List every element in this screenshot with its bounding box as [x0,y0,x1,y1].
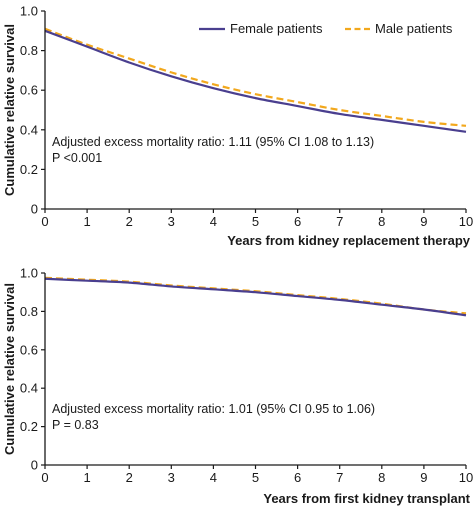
panel-2-y-tick-label: 0 [31,458,38,473]
panel-1-y-axis-label: Cumulative relative survival [2,24,17,196]
panel-1-y-tick-label: 0.8 [20,43,38,58]
panel-1-x-tick-label: 5 [252,214,259,229]
panel-1-annotation-p: P <0.001 [52,151,102,165]
panel-2-x-tick-label: 4 [210,470,217,485]
panel-1-male-line [44,27,467,127]
panel-1-x-tick-label: 0 [41,214,48,229]
panel-1-series [44,27,467,133]
panel-1-y-tick-label: 1.0 [20,4,38,19]
panel-2-x-tick-label: 7 [336,470,343,485]
panel-1-x-tick-label: 10 [459,214,473,229]
panel-2-y-tick-label: 0.2 [20,419,38,434]
panel-1-x-tick-label: 3 [168,214,175,229]
panel-1-x-tick-label: 8 [378,214,385,229]
panel-2-x-tick-label: 6 [294,470,301,485]
panel-2-x-tick-label: 1 [83,470,90,485]
panel-2-x-tick-label: 9 [420,470,427,485]
panel-1-y-tick-label: 0.4 [20,122,38,137]
panel-2-y-tick-label: 1.0 [20,266,38,281]
panel-1-x-tick-label: 7 [336,214,343,229]
panel-1-annotation-ratio: Adjusted excess mortality ratio: 1.11 (9… [52,135,374,149]
panel-2-y-tick-label: 0.8 [20,304,38,319]
panel-2-plot [44,276,467,317]
panel-2-series [44,276,467,317]
legend-female-label: Female patients [230,21,323,36]
panel-1-x-tick-label: 4 [210,214,217,229]
panel-2-x-tick-label: 3 [168,470,175,485]
panel-2-y-tick-label: 0.6 [20,342,38,357]
panel-1-plot [44,27,467,133]
panel-2-y-tick-label: 0.4 [20,381,38,396]
panel-1-x-tick-label: 2 [126,214,133,229]
panel-2-annotation-ratio: Adjusted excess mortality ratio: 1.01 (9… [52,402,375,416]
panel-2: 0 0.2 0.4 0.6 0.8 1.0 0 1 2 3 4 5 6 7 8 9 10 Cumulative… [2,266,473,507]
panel-1-y-tick-label: 0.6 [20,83,38,98]
panel-1-female-line [44,29,467,133]
panel-2-x-tick-label: 10 [459,470,473,485]
panel-2-x-ticks: 0 1 2 3 4 5 6 7 8 9 10 [41,465,473,485]
panel-2-x-tick-label: 8 [378,470,385,485]
legend: Female patients Male patients [199,21,453,36]
panel-1-x-tick-label: 6 [294,214,301,229]
panel-2-x-axis-label: Years from first kidney transplant [263,491,470,506]
panel-2-female-line [44,277,467,317]
panel-1-x-axis-label: Years from kidney replacement therapy [227,233,471,248]
panel-2-x-tick-label: 0 [41,470,48,485]
panel-1-y-tick-label: 0 [31,202,38,217]
panel-1-x-ticks: 0 1 2 3 4 5 6 7 8 9 10 [41,209,473,229]
panel-1-y-tick-label: 0.2 [20,162,38,177]
panel-1: 0 0.2 0.4 0.6 0.8 1.0 0 1 2 3 4 5 6 7 8 9 10 Cumulative… [2,4,473,249]
panel-1-y-ticks: 0 0.2 0.4 0.6 0.8 1.0 [20,4,45,217]
panel-2-y-ticks: 0 0.2 0.4 0.6 0.8 1.0 [20,266,45,473]
panel-2-y-axis-label: Cumulative relative survival [2,283,17,455]
panel-2-x-tick-label: 2 [126,470,133,485]
panel-2-annotation-p: P = 0.83 [52,418,99,432]
panel-1-x-tick-label: 1 [83,214,90,229]
panel-1-x-tick-label: 9 [420,214,427,229]
panel-2-x-tick-label: 5 [252,470,259,485]
legend-male-label: Male patients [375,21,453,36]
